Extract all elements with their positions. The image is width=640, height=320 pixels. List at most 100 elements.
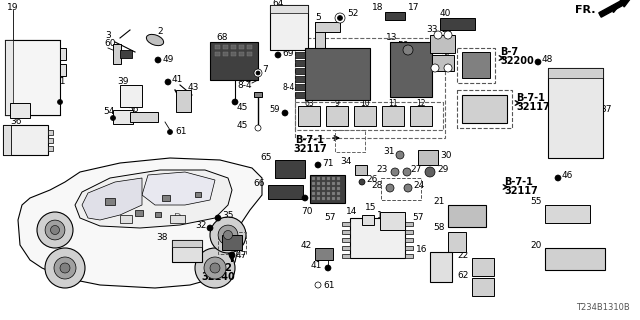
Circle shape — [51, 226, 60, 235]
Text: 22: 22 — [458, 251, 469, 260]
Bar — [350, 218, 405, 258]
Bar — [231, 45, 236, 49]
Bar — [448, 205, 486, 227]
Text: 58: 58 — [433, 223, 445, 233]
Text: 55: 55 — [531, 197, 542, 206]
Bar — [113, 44, 121, 64]
Text: 26: 26 — [366, 175, 378, 185]
Bar — [48, 130, 53, 135]
Bar — [462, 52, 490, 78]
Bar — [295, 84, 305, 90]
Bar — [548, 68, 603, 78]
Bar — [162, 195, 170, 201]
Bar — [310, 175, 345, 203]
Circle shape — [315, 162, 321, 168]
Bar — [317, 187, 320, 190]
Bar — [60, 64, 66, 76]
Text: 32117: 32117 — [516, 102, 550, 112]
Text: 51: 51 — [54, 77, 66, 86]
Bar — [317, 192, 320, 195]
Text: 69: 69 — [282, 49, 294, 58]
Bar — [440, 18, 475, 30]
Text: 36: 36 — [10, 117, 22, 126]
Bar — [247, 45, 252, 49]
Circle shape — [210, 217, 246, 253]
Bar — [337, 192, 340, 195]
Bar — [295, 92, 305, 98]
Circle shape — [555, 175, 561, 181]
Text: 48: 48 — [542, 55, 554, 65]
Bar — [5, 40, 60, 115]
Bar — [295, 76, 305, 82]
Text: 10: 10 — [360, 100, 370, 108]
Text: 40: 40 — [439, 10, 451, 19]
Text: 66: 66 — [253, 179, 265, 188]
Bar — [430, 35, 455, 53]
Bar — [342, 246, 350, 250]
Bar — [457, 90, 512, 128]
Bar — [405, 246, 413, 250]
Text: 18: 18 — [371, 4, 383, 12]
Bar — [315, 22, 340, 32]
Text: 19: 19 — [7, 3, 19, 12]
Bar — [337, 187, 340, 190]
Circle shape — [254, 69, 262, 77]
Bar — [247, 52, 252, 56]
Text: 16: 16 — [415, 244, 427, 253]
PathPatch shape — [142, 172, 215, 205]
Bar — [130, 112, 158, 122]
Text: 17: 17 — [408, 4, 419, 12]
Circle shape — [155, 57, 161, 63]
Text: 34: 34 — [340, 157, 352, 166]
Circle shape — [255, 125, 261, 131]
Circle shape — [359, 179, 365, 185]
Bar — [322, 197, 325, 200]
Bar — [176, 90, 191, 112]
Text: 47: 47 — [236, 251, 248, 260]
Bar — [332, 197, 335, 200]
Text: 37: 37 — [600, 106, 611, 115]
Text: 59: 59 — [269, 106, 280, 115]
Text: 68: 68 — [216, 34, 228, 43]
Bar — [170, 215, 185, 223]
Bar — [327, 197, 330, 200]
Bar — [222, 235, 242, 250]
Bar — [342, 222, 350, 226]
Bar — [120, 215, 132, 223]
Circle shape — [229, 252, 235, 258]
Bar — [448, 232, 466, 252]
Text: 8-4: 8-4 — [237, 81, 252, 90]
Text: 70: 70 — [301, 207, 313, 217]
Circle shape — [223, 230, 232, 239]
Circle shape — [337, 15, 342, 20]
Bar — [355, 165, 367, 175]
Bar — [268, 185, 303, 199]
Bar — [295, 68, 305, 74]
Text: 53: 53 — [241, 66, 252, 75]
Bar — [239, 45, 244, 49]
Bar — [430, 252, 452, 282]
PathPatch shape — [82, 178, 142, 220]
Bar — [10, 103, 30, 118]
Text: 32140: 32140 — [201, 272, 235, 282]
Text: 32: 32 — [196, 220, 207, 229]
Circle shape — [54, 257, 76, 279]
Text: 29: 29 — [437, 165, 449, 174]
Text: 41: 41 — [310, 260, 322, 269]
Text: 4: 4 — [302, 26, 308, 35]
Circle shape — [210, 263, 220, 273]
Text: D: D — [174, 213, 182, 223]
Text: 5: 5 — [315, 13, 321, 22]
Circle shape — [215, 215, 221, 221]
Text: 67: 67 — [296, 167, 307, 177]
Text: 2: 2 — [157, 28, 163, 36]
Text: 61: 61 — [175, 127, 186, 137]
Bar — [322, 187, 325, 190]
Bar — [3, 125, 48, 155]
Bar — [312, 182, 315, 185]
Text: 46: 46 — [562, 172, 573, 180]
Bar — [335, 130, 365, 152]
Text: 31: 31 — [383, 147, 395, 156]
Circle shape — [396, 151, 404, 159]
Text: 65: 65 — [260, 153, 272, 162]
